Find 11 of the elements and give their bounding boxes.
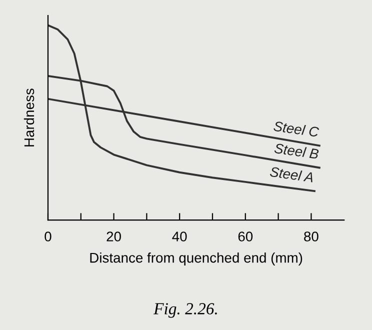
x-tick-label: 20 [106,232,121,242]
text: Steel C [273,120,320,138]
caption: Fig. 2.26. [154,303,217,318]
x-tick-label: 0 [44,232,52,242]
text: Steel B [274,142,319,160]
text: Steel A [270,166,314,182]
x-tick-label: 80 [304,232,318,242]
y-axis-title: Hardness [24,88,34,146]
x-axis-title: Distance from quenched end (mm) [90,252,302,266]
x-tick-label: 60 [238,232,253,242]
x-tick-label: 40 [172,232,187,242]
